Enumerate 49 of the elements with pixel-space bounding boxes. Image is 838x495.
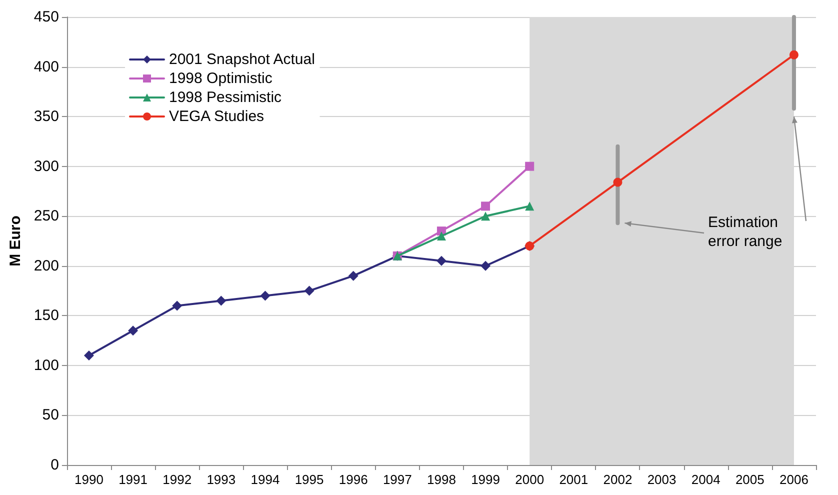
legend-label: 1998 Pessimistic — [169, 89, 282, 106]
point — [128, 326, 138, 336]
legend-label: VEGA Studies — [169, 108, 264, 125]
x-tick-label: 2005 — [735, 472, 764, 487]
point — [84, 350, 94, 360]
y-tick-label: 300 — [34, 158, 59, 175]
annotation: Estimation error range — [708, 214, 782, 250]
x-tick-label: 1991 — [118, 472, 148, 487]
point — [613, 178, 622, 187]
point — [172, 300, 182, 311]
x-tick-label: 2003 — [647, 472, 676, 487]
legend-label: 2001 Snapshot Actual — [169, 51, 315, 68]
x-tick-label: 1995 — [294, 472, 324, 487]
x-tick-label: 1990 — [74, 472, 104, 487]
point — [260, 290, 270, 301]
point — [304, 286, 314, 296]
x-tick-label: 1996 — [338, 472, 368, 487]
y-axis-title: M Euro — [7, 216, 24, 266]
y-tick-label: 200 — [34, 257, 59, 274]
x-tick-label: 1994 — [250, 472, 280, 487]
x-tick-label: 2006 — [780, 472, 808, 487]
y-tick-label: 450 — [34, 8, 59, 26]
y-tick-label: 400 — [34, 58, 59, 76]
x-tick-label: 1998 — [427, 472, 456, 487]
x-tick-label: 1997 — [382, 472, 412, 487]
x-tick-label: 2001 — [559, 472, 588, 487]
point — [525, 202, 534, 211]
y-tick-label: 100 — [34, 356, 59, 374]
x-tick-label: 1992 — [162, 472, 192, 487]
legend-label: 1998 Optimistic — [169, 70, 273, 87]
y-tick-label: 350 — [34, 108, 59, 126]
point — [481, 212, 490, 221]
point — [525, 162, 534, 171]
point — [436, 256, 446, 266]
y-tick-label: 0 — [50, 456, 59, 474]
y-tick-label: 150 — [34, 307, 59, 324]
x-tick-label: 2000 — [515, 472, 544, 487]
x-tick-label: 1999 — [471, 472, 500, 487]
x-tick-label: 2002 — [603, 472, 632, 487]
point — [348, 270, 358, 281]
point — [480, 260, 491, 271]
point — [216, 296, 226, 306]
point — [789, 50, 798, 60]
point — [436, 232, 446, 241]
y-tick-label: 250 — [34, 208, 59, 225]
y-tick-label: 50 — [42, 406, 59, 424]
x-tick-label: 1993 — [206, 472, 236, 487]
x-tick-label: 2004 — [691, 472, 720, 487]
point — [481, 202, 490, 211]
